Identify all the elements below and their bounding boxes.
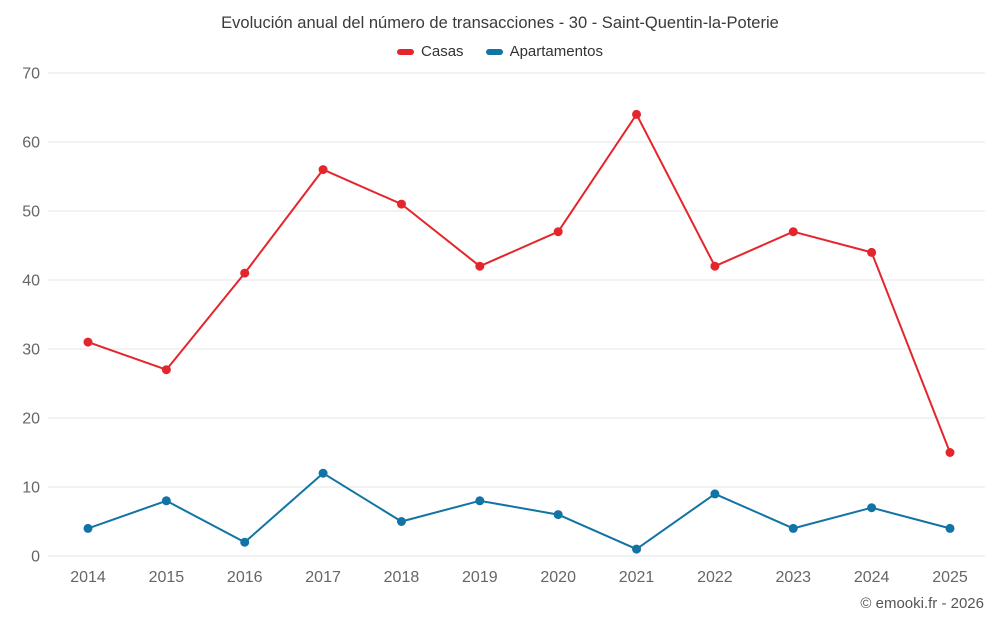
- legend-item-casas[interactable]: Casas: [397, 43, 464, 60]
- x-axis-tick-label: 2020: [540, 569, 576, 586]
- x-axis-tick-label: 2024: [854, 569, 890, 586]
- data-point-casas[interactable]: [553, 227, 563, 237]
- data-point-casas[interactable]: [83, 337, 93, 347]
- data-point-apartamentos[interactable]: [553, 510, 563, 520]
- chart-title: Evolución anual del número de transaccio…: [221, 14, 779, 32]
- legend-swatch-apartamentos-icon: [485, 48, 503, 55]
- data-point-casas[interactable]: [945, 448, 955, 457]
- y-axis-tick-label: 40: [22, 273, 40, 290]
- series-line-apartamentos: [87, 472, 951, 551]
- data-point-casas[interactable]: [161, 365, 171, 375]
- x-axis-tick-label: 2022: [697, 569, 733, 586]
- legend-label-casas: Casas: [421, 43, 464, 60]
- y-axis-tick-label: 60: [22, 135, 40, 152]
- data-point-apartamentos[interactable]: [945, 523, 955, 533]
- y-axis-tick-label: 30: [22, 342, 40, 359]
- y-axis-tick-label: 70: [22, 66, 40, 83]
- data-point-casas[interactable]: [318, 165, 328, 175]
- data-point-apartamentos[interactable]: [83, 523, 93, 533]
- data-point-apartamentos[interactable]: [632, 544, 642, 554]
- copyright-text: © emooki.fr - 2026: [860, 595, 984, 612]
- x-axis-tick-label: 2025: [932, 569, 968, 586]
- series-line-casas: [87, 113, 951, 454]
- data-point-casas[interactable]: [240, 268, 250, 278]
- legend-label-apartamentos: Apartamentos: [509, 43, 603, 60]
- legend-swatch-casas-icon: [397, 48, 415, 55]
- data-point-apartamentos[interactable]: [788, 523, 798, 533]
- data-point-apartamentos[interactable]: [396, 517, 406, 526]
- y-axis-tick-label: 10: [22, 480, 40, 497]
- x-axis-tick-label: 2023: [775, 569, 811, 586]
- data-point-casas[interactable]: [788, 227, 798, 237]
- x-axis-tick-label: 2017: [305, 569, 341, 586]
- x-axis-tick-label: 2015: [149, 569, 185, 586]
- x-axis-tick-label: 2019: [462, 569, 498, 586]
- y-axis-tick-label: 50: [22, 204, 40, 221]
- x-axis-tick-label: 2014: [70, 569, 106, 586]
- data-point-apartamentos[interactable]: [475, 496, 485, 506]
- data-point-apartamentos[interactable]: [240, 537, 250, 547]
- y-axis-tick-label: 20: [22, 411, 40, 428]
- y-axis-tick-label: 0: [31, 549, 40, 566]
- data-point-apartamentos[interactable]: [318, 468, 328, 478]
- data-point-apartamentos[interactable]: [161, 496, 171, 506]
- data-point-apartamentos[interactable]: [710, 489, 720, 499]
- x-axis-tick-label: 2018: [384, 569, 420, 586]
- data-point-apartamentos[interactable]: [867, 503, 877, 513]
- line-chart: 0 10 20 30 40 50 60 70 2014 2015 2016 2017 2018 2019 2…: [22, 66, 985, 586]
- data-point-casas[interactable]: [396, 199, 406, 209]
- data-point-casas[interactable]: [867, 247, 877, 257]
- x-axis-tick-label: 2016: [227, 569, 263, 586]
- data-point-casas[interactable]: [632, 109, 642, 119]
- x-axis-tick-label: 2021: [619, 569, 655, 586]
- legend-item-apartamentos[interactable]: Apartamentos: [485, 43, 603, 60]
- data-point-casas[interactable]: [475, 261, 485, 271]
- data-point-casas[interactable]: [710, 261, 720, 271]
- chart-legend: Casas Apartamentos: [0, 43, 1000, 60]
